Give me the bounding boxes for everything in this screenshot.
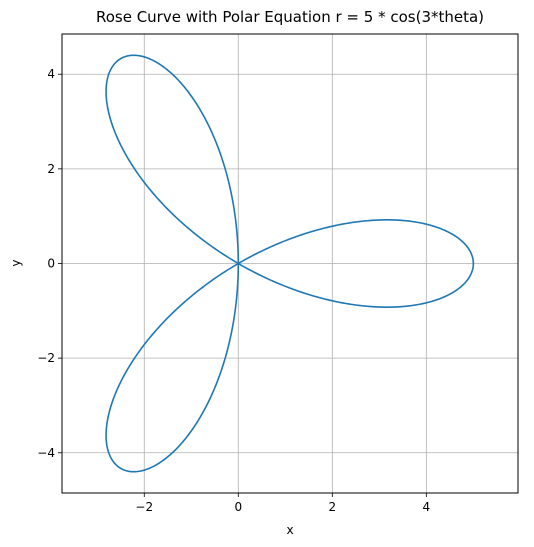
chart-title: Rose Curve with Polar Equation r = 5 * c…	[96, 8, 484, 26]
x-axis-label: x	[286, 523, 293, 537]
y-axis-label: y	[9, 259, 23, 266]
x-axis-ticks: −2 0 2 4	[135, 493, 430, 514]
x-tick-label: 0	[234, 500, 242, 514]
grid-lines	[62, 34, 518, 493]
x-tick-label: 2	[328, 500, 336, 514]
rose-curve-line	[105, 54, 475, 473]
y-axis-ticks: −4 −2 0 2 4	[37, 67, 62, 460]
y-tick-label: 0	[47, 257, 55, 271]
x-tick-label: −2	[135, 500, 153, 514]
x-tick-label: 4	[423, 500, 431, 514]
y-tick-label: 4	[47, 67, 55, 81]
y-tick-label: −2	[37, 351, 55, 365]
y-tick-label: −4	[37, 446, 55, 460]
y-tick-label: 2	[47, 162, 55, 176]
